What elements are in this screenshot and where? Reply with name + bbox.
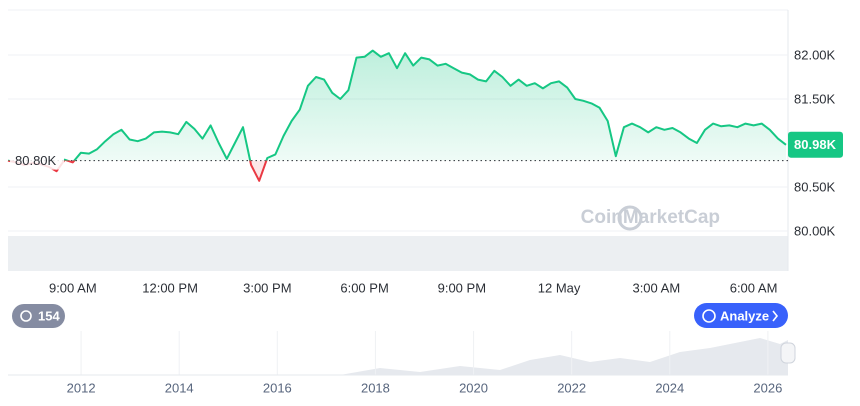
analyze-icon	[702, 309, 716, 323]
area-up	[8, 50, 786, 161]
price-badge	[788, 131, 843, 158]
navigator-area	[340, 338, 788, 375]
navigator-tick-label: 2020	[459, 380, 488, 395]
analyze-label: Analyze	[720, 308, 769, 323]
y-tick-label: 80.00K	[794, 223, 836, 238]
chevron	[772, 310, 779, 322]
history-pill[interactable]	[12, 304, 65, 328]
navigator-tick-label: 2018	[361, 380, 390, 395]
navigator-tick-label: 2014	[165, 380, 194, 395]
navigator-tick-label: 2024	[655, 380, 684, 395]
volume-band	[8, 236, 788, 271]
navigator-tick-label: 2016	[263, 380, 292, 395]
price-badge-label: 80.98K	[794, 137, 837, 152]
x-tick-label: 6:00 AM	[730, 280, 778, 295]
x-tick-label: 12:00 PM	[142, 280, 198, 295]
x-tick-label: 6:00 PM	[340, 280, 388, 295]
baseline-label-bg	[10, 151, 64, 170]
x-tick-label: 3:00 PM	[243, 280, 291, 295]
x-tick-label: 12 May	[538, 280, 581, 295]
x-tick-label: 3:00 AM	[632, 280, 680, 295]
navigator-tick-label: 2026	[753, 380, 782, 395]
navigator-tick-label: 2022	[557, 380, 586, 395]
x-tick-label: 9:00 AM	[49, 280, 97, 295]
price-line	[7, 49, 787, 182]
history-icon	[20, 310, 32, 322]
watermark-logo	[617, 205, 643, 231]
y-tick-label: 80.50K	[794, 179, 836, 194]
navigator-tick-label: 2012	[67, 380, 96, 395]
y-tick-label: 81.50K	[794, 91, 836, 106]
analyze-pill[interactable]	[694, 303, 788, 328]
history-count: 154	[38, 308, 60, 323]
analyze-button[interactable]: Analyze	[694, 303, 788, 328]
history-button[interactable]: 154	[12, 304, 65, 328]
baseline-label: 80.80K	[15, 153, 57, 168]
x-tick-label: 9:00 PM	[438, 280, 486, 295]
watermark: CoinMarketCap	[581, 207, 720, 228]
y-tick-label: 82.00K	[794, 47, 836, 62]
navigator-handle[interactable]	[780, 342, 796, 364]
